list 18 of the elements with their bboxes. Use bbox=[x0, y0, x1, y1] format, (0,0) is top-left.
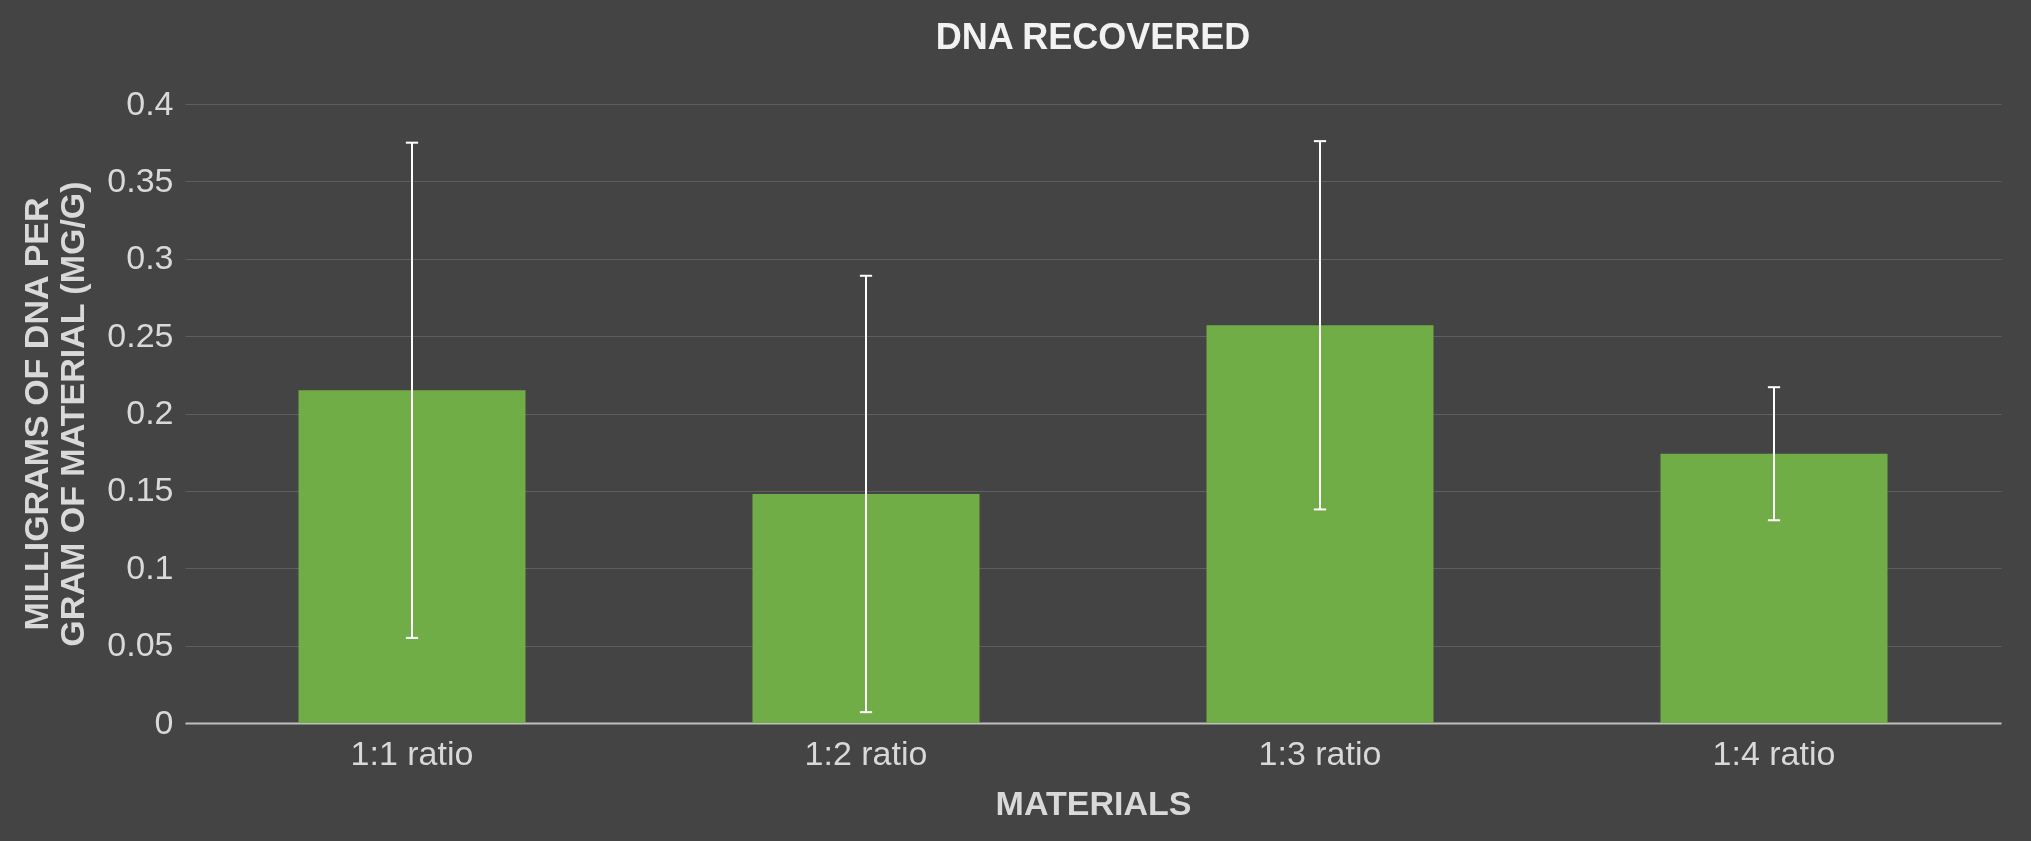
x-tick-label: 1:3 ratio bbox=[1258, 733, 1382, 772]
y-tick-label: 0.1 bbox=[126, 547, 174, 586]
y-axis-title: MILLIGRAMS OF DNA PER GRAM OF MATERIAL (MG/G) bbox=[17, 181, 92, 647]
x-tick-label: 1:4 ratio bbox=[1712, 733, 1836, 772]
bar bbox=[1660, 453, 1888, 723]
x-tick-label: 1:1 ratio bbox=[350, 733, 474, 772]
bar bbox=[1206, 325, 1434, 723]
y-tick-label: 0.25 bbox=[107, 315, 174, 354]
y-tick-label: 0.3 bbox=[126, 238, 174, 277]
y-tick-label: 0.4 bbox=[126, 83, 174, 122]
chart-title: DNA RECOVERED bbox=[935, 16, 1251, 57]
x-axis-title: MATERIALS bbox=[995, 783, 1192, 822]
x-tick-label: 1:2 ratio bbox=[804, 733, 928, 772]
y-tick-label: 0.35 bbox=[107, 160, 174, 199]
y-tick-label: 0.05 bbox=[107, 625, 174, 664]
y-tick-label: 0 bbox=[154, 702, 174, 741]
y-tick-label: 0.2 bbox=[126, 393, 174, 431]
y-tick-label: 0.15 bbox=[107, 470, 174, 509]
